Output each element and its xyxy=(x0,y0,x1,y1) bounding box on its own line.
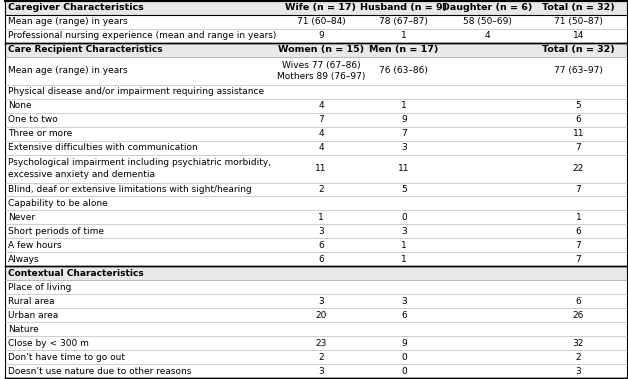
Text: 9: 9 xyxy=(401,339,407,348)
Text: Total (n = 32): Total (n = 32) xyxy=(542,3,615,12)
Text: 6: 6 xyxy=(318,255,324,264)
Text: Men (n = 17): Men (n = 17) xyxy=(369,45,438,54)
Text: 3: 3 xyxy=(401,297,407,306)
Bar xyxy=(5,43,627,57)
Text: 0: 0 xyxy=(401,367,407,376)
Text: 23: 23 xyxy=(315,339,327,348)
Text: 3: 3 xyxy=(318,367,324,376)
Text: Contextual Characteristics: Contextual Characteristics xyxy=(8,269,144,278)
Text: 6: 6 xyxy=(575,297,582,306)
Text: 7: 7 xyxy=(401,129,407,138)
Text: 5: 5 xyxy=(575,101,582,110)
Text: 4: 4 xyxy=(485,31,490,40)
Text: Doesn’t use nature due to other reasons: Doesn’t use nature due to other reasons xyxy=(8,367,192,376)
Text: Never: Never xyxy=(8,213,35,222)
Text: 7: 7 xyxy=(575,255,582,264)
Text: 14: 14 xyxy=(573,31,584,40)
Text: 3: 3 xyxy=(318,297,324,306)
Text: 1: 1 xyxy=(401,241,407,250)
Text: Place of living: Place of living xyxy=(8,283,72,292)
Text: 71 (60–84): 71 (60–84) xyxy=(296,17,345,26)
Text: 0: 0 xyxy=(401,353,407,362)
Text: 26: 26 xyxy=(573,311,584,320)
Text: 2: 2 xyxy=(318,185,323,194)
Text: 2: 2 xyxy=(576,353,581,362)
Text: 9: 9 xyxy=(318,31,324,40)
Text: 1: 1 xyxy=(401,255,407,264)
Text: 1: 1 xyxy=(575,213,582,222)
Bar xyxy=(5,1,627,15)
Text: 58 (50–69): 58 (50–69) xyxy=(463,17,512,26)
Text: 7: 7 xyxy=(575,185,582,194)
Text: 1: 1 xyxy=(318,213,324,222)
Text: 9: 9 xyxy=(401,115,407,124)
Text: Physical disease and/or impairment requiring assistance: Physical disease and/or impairment requi… xyxy=(8,87,264,96)
Text: 3: 3 xyxy=(318,227,324,236)
Text: 78 (67–87): 78 (67–87) xyxy=(379,17,428,26)
Text: 20: 20 xyxy=(315,311,327,320)
Text: 77 (63–97): 77 (63–97) xyxy=(554,66,603,75)
Text: 1: 1 xyxy=(401,101,407,110)
Text: 6: 6 xyxy=(575,115,582,124)
Text: 11: 11 xyxy=(315,164,327,173)
Text: Husband (n = 9): Husband (n = 9) xyxy=(360,3,447,12)
Text: Extensive difficulties with communication: Extensive difficulties with communicatio… xyxy=(8,143,198,152)
Text: Caregiver Characteristics: Caregiver Characteristics xyxy=(8,3,144,12)
Text: One to two: One to two xyxy=(8,115,58,124)
Text: 22: 22 xyxy=(573,164,584,173)
Text: Professional nursing experience (mean and range in years): Professional nursing experience (mean an… xyxy=(8,31,276,40)
Text: Urban area: Urban area xyxy=(8,311,58,320)
Text: 71 (50–87): 71 (50–87) xyxy=(554,17,603,26)
Text: 4: 4 xyxy=(318,129,323,138)
Text: Short periods of time: Short periods of time xyxy=(8,227,104,236)
Text: Wife (n = 17): Wife (n = 17) xyxy=(285,3,357,12)
Text: Wives 77 (67–86)
Mothers 89 (76–97): Wives 77 (67–86) Mothers 89 (76–97) xyxy=(277,61,365,81)
Bar xyxy=(5,266,627,280)
Text: Mean age (range) in years: Mean age (range) in years xyxy=(8,66,127,75)
Text: 11: 11 xyxy=(573,129,584,138)
Text: Always: Always xyxy=(8,255,40,264)
Text: Don’t have time to go out: Don’t have time to go out xyxy=(8,353,125,362)
Text: Three or more: Three or more xyxy=(8,129,72,138)
Text: 3: 3 xyxy=(575,367,582,376)
Text: Care Recipient Characteristics: Care Recipient Characteristics xyxy=(8,45,163,54)
Text: 4: 4 xyxy=(318,143,323,152)
Text: 1: 1 xyxy=(401,31,407,40)
Text: Capability to be alone: Capability to be alone xyxy=(8,199,108,208)
Text: 76 (63–86): 76 (63–86) xyxy=(379,66,428,75)
Text: 5: 5 xyxy=(401,185,407,194)
Text: 6: 6 xyxy=(318,241,324,250)
Text: Blind, deaf or extensive limitations with sight/hearing: Blind, deaf or extensive limitations wit… xyxy=(8,185,252,194)
Text: Nature: Nature xyxy=(8,325,39,334)
Text: 2: 2 xyxy=(318,353,323,362)
Text: 32: 32 xyxy=(573,339,584,348)
Text: 3: 3 xyxy=(401,227,407,236)
Text: 6: 6 xyxy=(575,227,582,236)
Text: 6: 6 xyxy=(401,311,407,320)
Text: Rural area: Rural area xyxy=(8,297,55,306)
Text: Total (n = 32): Total (n = 32) xyxy=(542,45,615,54)
Text: 7: 7 xyxy=(575,241,582,250)
Text: 11: 11 xyxy=(398,164,409,173)
Text: Close by < 300 m: Close by < 300 m xyxy=(8,339,89,348)
Text: 7: 7 xyxy=(575,143,582,152)
Text: 3: 3 xyxy=(401,143,407,152)
Text: Daughter (n = 6): Daughter (n = 6) xyxy=(442,3,533,12)
Text: 7: 7 xyxy=(318,115,324,124)
Text: None: None xyxy=(8,101,32,110)
Text: 0: 0 xyxy=(401,213,407,222)
Text: 4: 4 xyxy=(318,101,323,110)
Text: Psychological impairment including psychiatric morbidity,
excessive anxiety and : Psychological impairment including psych… xyxy=(8,158,271,179)
Text: A few hours: A few hours xyxy=(8,241,62,250)
Text: Women (n = 15): Women (n = 15) xyxy=(278,45,364,54)
Text: Mean age (range) in years: Mean age (range) in years xyxy=(8,17,127,26)
